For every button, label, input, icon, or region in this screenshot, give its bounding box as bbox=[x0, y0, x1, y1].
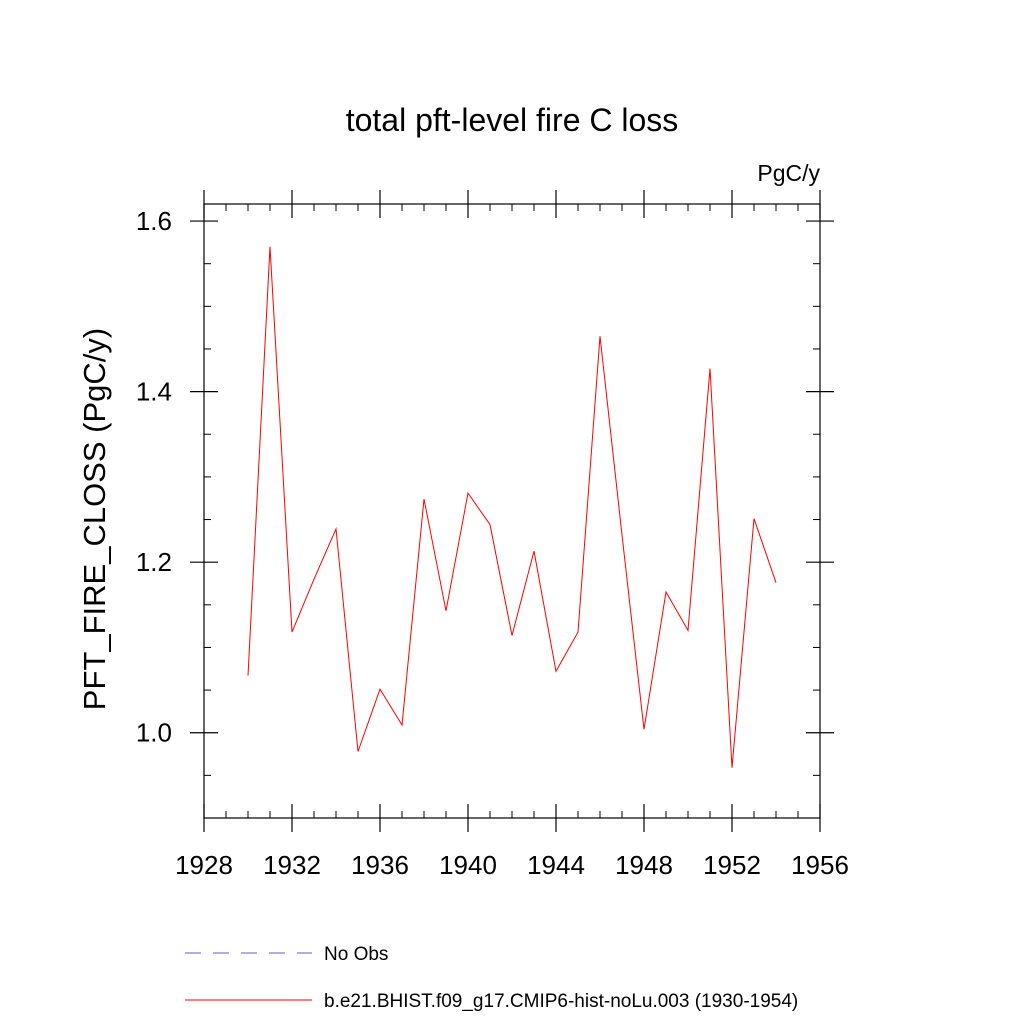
y-tick-label: 1.4 bbox=[136, 377, 172, 407]
y-tick-label: 1.6 bbox=[136, 206, 172, 236]
legend-label-no-obs: No Obs bbox=[324, 944, 388, 965]
x-tick-label: 1940 bbox=[439, 850, 497, 880]
x-tick-labels: 1928 1932 1936 1940 1944 1948 1952 1956 bbox=[175, 850, 849, 880]
legend: No Obs b.e21.BHIST.f09_g17.CMIP6-hist-no… bbox=[185, 944, 798, 1012]
y-tick-label: 1.2 bbox=[136, 547, 172, 577]
x-tick-label: 1956 bbox=[791, 850, 849, 880]
x-tick-label: 1928 bbox=[175, 850, 233, 880]
x-tick-label: 1948 bbox=[615, 850, 673, 880]
x-tick-label: 1932 bbox=[263, 850, 321, 880]
y-tick-label: 1.0 bbox=[136, 718, 172, 748]
x-tick-label: 1936 bbox=[351, 850, 409, 880]
minor-ticks bbox=[204, 204, 820, 819]
series-line-0 bbox=[247, 246, 777, 768]
plot-frame bbox=[203, 203, 821, 819]
x-tick-label: 1952 bbox=[703, 850, 761, 880]
y-axis-label: PFT_FIRE_CLOSS (PgC/y) bbox=[77, 328, 112, 710]
major-ticks bbox=[190, 190, 834, 832]
series-layer bbox=[247, 246, 777, 768]
x-tick-label: 1944 bbox=[527, 850, 585, 880]
units-label: PgC/y bbox=[757, 160, 820, 186]
chart-title: total pft-level fire C loss bbox=[346, 102, 679, 138]
y-tick-labels: 1.0 1.2 1.4 1.6 bbox=[136, 206, 172, 748]
legend-label-model-run: b.e21.BHIST.f09_g17.CMIP6-hist-noLu.003 … bbox=[324, 991, 798, 1012]
